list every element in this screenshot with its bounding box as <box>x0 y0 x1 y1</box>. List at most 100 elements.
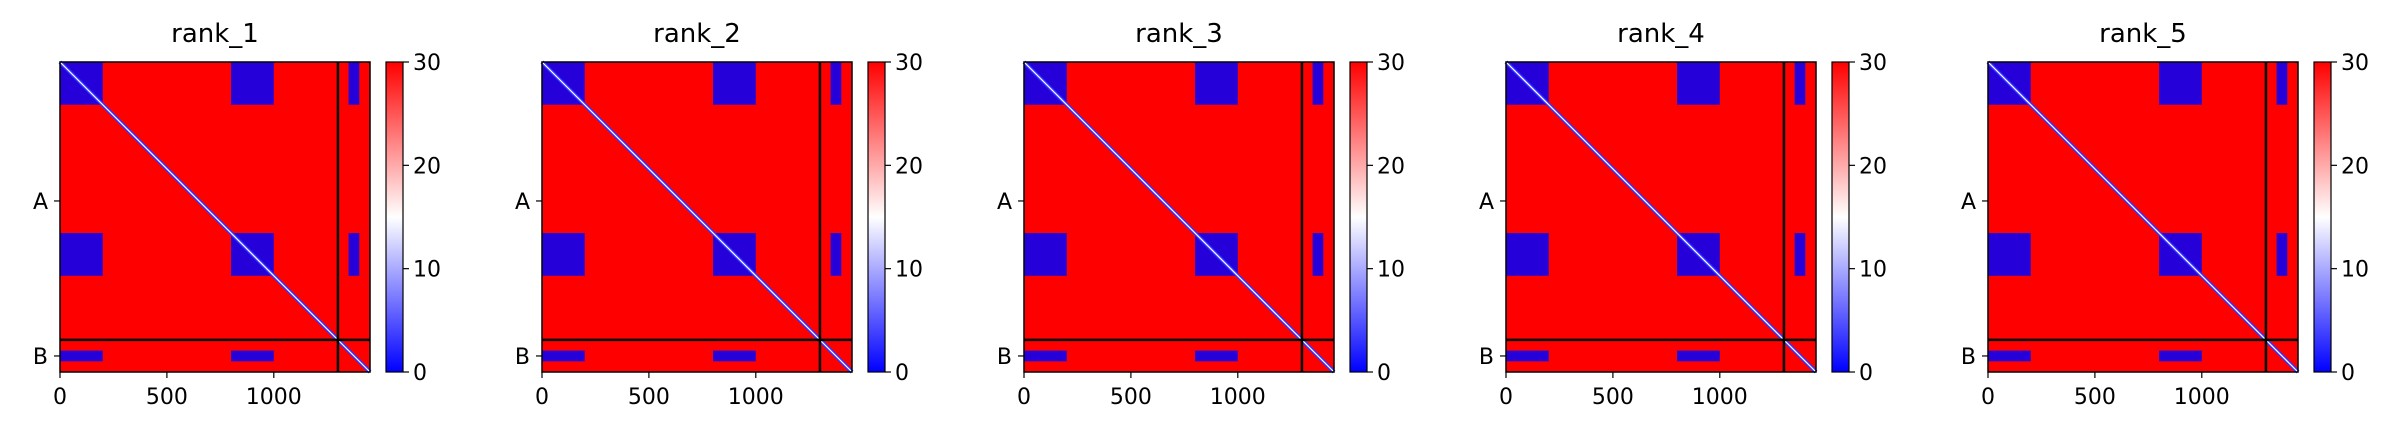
low-value-block <box>1312 62 1324 105</box>
colorbar <box>1349 61 1368 373</box>
x-tick-label: 0 <box>1017 385 1031 410</box>
low-value-block <box>60 233 103 276</box>
colorbar-tick-label: 10 <box>1377 258 1405 283</box>
y-tick-label: B <box>1961 345 1976 370</box>
colorbar-tick-label: 10 <box>895 258 923 283</box>
y-tick-label: A <box>1961 190 1976 215</box>
low-value-block <box>713 350 756 362</box>
plot-frame <box>1505 61 1817 373</box>
low-value-block <box>1312 233 1324 276</box>
colorbar <box>867 61 886 373</box>
low-value-block <box>1024 350 1067 362</box>
colorbar-tick-label: 20 <box>2341 154 2369 179</box>
panel-title: rank_4 <box>1617 19 1705 49</box>
low-value-block <box>830 62 842 105</box>
low-value-block <box>2276 62 2288 105</box>
low-value-block <box>348 233 360 276</box>
low-value-block <box>2159 62 2202 105</box>
low-value-block <box>1988 350 2031 362</box>
low-value-block <box>231 62 274 105</box>
colorbar-tick-label: 30 <box>413 51 441 76</box>
diagonal-edge <box>59 61 371 373</box>
colorbar-tick-label: 30 <box>895 51 923 76</box>
low-value-block <box>1794 62 1806 105</box>
colorbar-tick-label: 10 <box>1859 258 1887 283</box>
low-value-block <box>1677 350 1720 362</box>
x-tick-label: 500 <box>1592 385 1634 410</box>
y-tick-label: B <box>1479 345 1494 370</box>
low-value-block <box>60 350 103 362</box>
panel-title: rank_1 <box>171 19 259 49</box>
low-value-block <box>1794 233 1806 276</box>
low-value-block <box>1677 62 1720 105</box>
plot-frame <box>59 61 371 373</box>
x-tick-label: 1000 <box>1210 385 1266 410</box>
x-tick-label: 0 <box>53 385 67 410</box>
colorbar-tick-label: 0 <box>413 361 427 386</box>
x-tick-label: 0 <box>535 385 549 410</box>
colorbar-tick-label: 30 <box>1859 51 1887 76</box>
x-tick-label: 500 <box>146 385 188 410</box>
colorbar-tick-label: 0 <box>2341 361 2355 386</box>
x-tick-label: 500 <box>628 385 670 410</box>
y-tick-label: A <box>997 190 1012 215</box>
y-tick-label: B <box>997 345 1012 370</box>
colorbar-tick-label: 0 <box>1859 361 1873 386</box>
colorbar-tick-label: 20 <box>1377 154 1405 179</box>
low-value-block <box>1506 233 1549 276</box>
colorbar <box>1831 61 1850 373</box>
colorbar-tick-label: 20 <box>413 154 441 179</box>
x-tick-label: 500 <box>2074 385 2116 410</box>
x-tick-label: 1000 <box>728 385 784 410</box>
y-tick-label: A <box>33 190 48 215</box>
plot-frame <box>541 61 853 373</box>
low-value-block <box>542 350 585 362</box>
low-value-block <box>348 62 360 105</box>
low-value-block <box>830 233 842 276</box>
colorbar-tick-label: 0 <box>895 361 909 386</box>
low-value-block <box>1988 233 2031 276</box>
low-value-block <box>2159 350 2202 362</box>
colorbar-tick-label: 30 <box>2341 51 2369 76</box>
low-value-block <box>1195 62 1238 105</box>
y-tick-label: B <box>515 345 530 370</box>
plot-frame <box>1023 61 1335 373</box>
colorbar-tick-label: 10 <box>2341 258 2369 283</box>
y-tick-label: A <box>515 190 530 215</box>
low-value-block <box>1506 350 1549 362</box>
colorbar-tick-label: 20 <box>1859 154 1887 179</box>
x-tick-label: 1000 <box>2174 385 2230 410</box>
low-value-block <box>2276 233 2288 276</box>
colorbar-tick-label: 20 <box>895 154 923 179</box>
colorbar <box>385 61 404 373</box>
y-tick-label: A <box>1479 190 1494 215</box>
panel-title: rank_2 <box>653 19 741 49</box>
colorbar <box>2313 61 2332 373</box>
x-tick-label: 500 <box>1110 385 1152 410</box>
panel-title: rank_5 <box>2099 19 2187 49</box>
colorbar-tick-label: 0 <box>1377 361 1391 386</box>
low-value-block <box>1024 233 1067 276</box>
plot-frame <box>1987 61 2299 373</box>
diagonal-edge <box>1987 61 2299 373</box>
colorbar-tick-label: 10 <box>413 258 441 283</box>
x-tick-label: 0 <box>1499 385 1513 410</box>
low-value-block <box>542 233 585 276</box>
panel-title: rank_3 <box>1135 19 1223 49</box>
low-value-block <box>1195 350 1238 362</box>
x-tick-label: 1000 <box>246 385 302 410</box>
x-tick-label: 0 <box>1981 385 1995 410</box>
low-value-block <box>713 62 756 105</box>
diagonal-edge <box>1505 61 1817 373</box>
y-tick-label: B <box>33 345 48 370</box>
low-value-block <box>231 350 274 362</box>
diagonal-edge <box>541 61 853 373</box>
diagonal-edge <box>1023 61 1335 373</box>
colorbar-tick-label: 30 <box>1377 51 1405 76</box>
